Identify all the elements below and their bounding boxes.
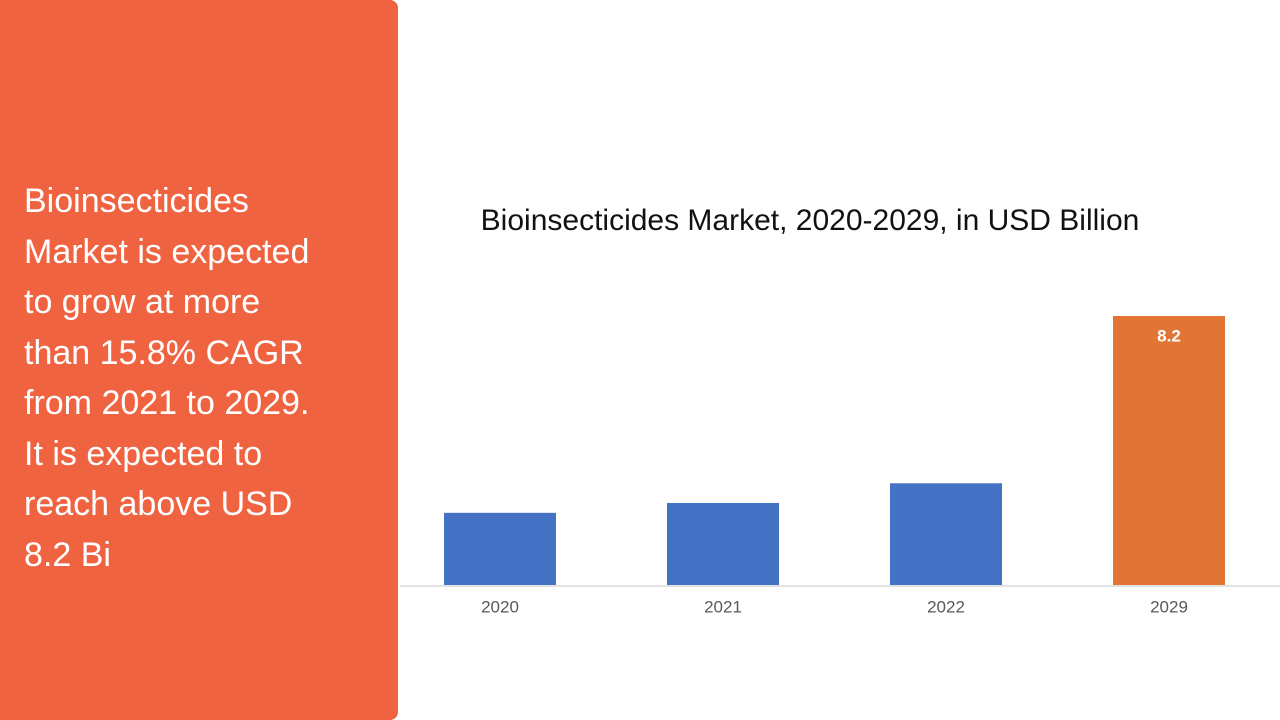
panel-text: Bioinsecticides Market is expected to grow… [24, 176, 309, 580]
x-tick-label: 2022 [927, 597, 965, 616]
chart-title: Bioinsecticides Market, 2020-2029, in US… [480, 204, 1140, 237]
x-tick-label: 2020 [481, 597, 519, 616]
bar [890, 483, 1002, 585]
bar [1113, 316, 1225, 585]
panel-line: It is expected to [24, 434, 263, 473]
bar [444, 512, 556, 585]
bar [667, 502, 779, 585]
data-label: 8.2 [1157, 326, 1181, 345]
panel-line: to grow at more [24, 283, 261, 321]
text-panel: Bioinsecticides Market is expected to grow… [0, 0, 398, 720]
x-tick-label: 2029 [1150, 597, 1188, 616]
panel-line: Bioinsecticides [24, 182, 249, 220]
panel-line: Market is expected [24, 232, 310, 271]
panel-line: than 15.8% CAGR [24, 333, 304, 372]
panel-line: reach above USD [24, 485, 293, 523]
panel-line: 8.2 Bi [24, 535, 111, 574]
panel-line: from 2021 to 2029. [24, 384, 310, 422]
x-tick-label: 2021 [704, 597, 742, 616]
